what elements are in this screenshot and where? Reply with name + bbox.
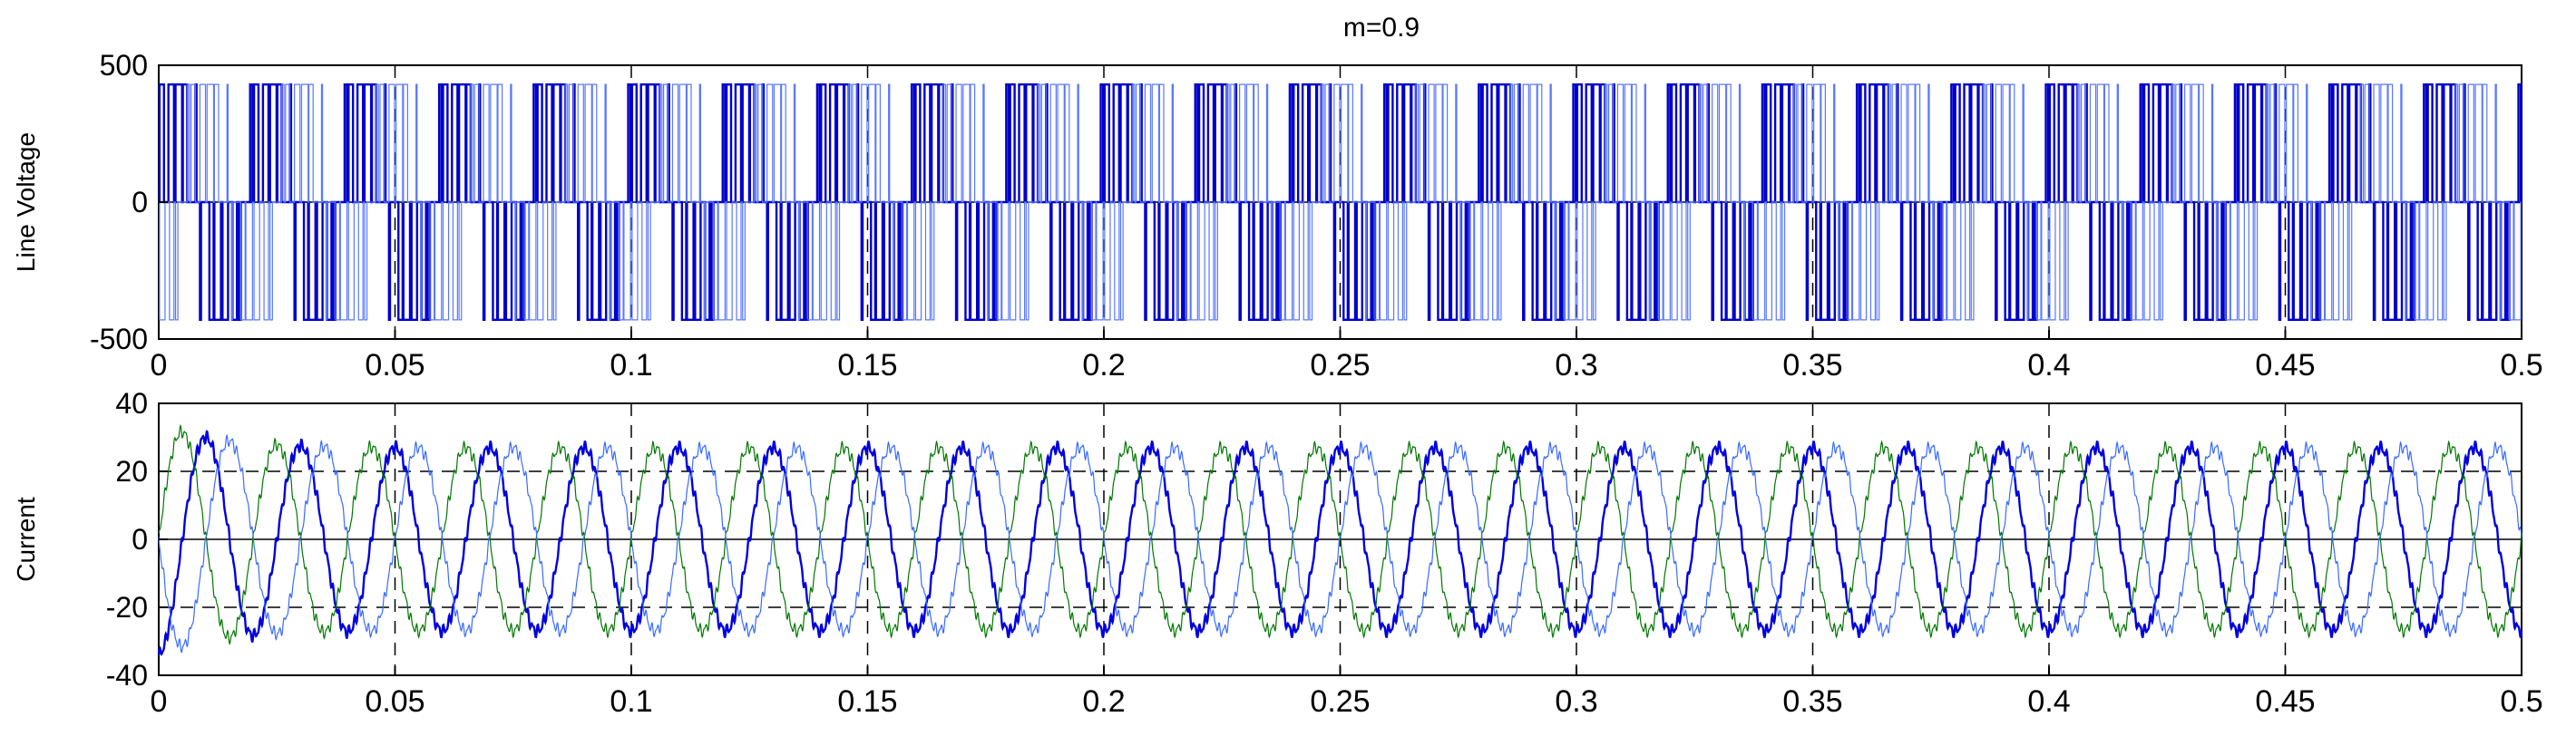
voltage-series-1-line [159,83,2522,321]
current-x-tick-label: 0.35 [1782,684,1842,719]
current-plot: 0 0.05 0.1 0.15 0.2 0.25 0.3 0.35 0.4 0.45 0.5 -40… [12,387,2543,719]
voltage-x-tick-label: 0.25 [1310,348,1370,383]
current-x-tick-label: 0.3 [1555,684,1597,719]
current-x-tick-label: 0.05 [365,684,424,719]
current-series-2-line [158,433,2522,654]
current-y-tick-label: -40 [106,659,148,692]
voltage-x-tick-label: 0.5 [2500,348,2542,383]
current-y-axis: -40 -20 0 20 40 [106,387,168,692]
current-series-0-line [157,430,2523,656]
voltage-x-axis: 0 0.05 0.1 0.15 0.2 0.25 0.3 0.35 0.4 0.45 0.5 [151,330,2543,383]
voltage-y-tick-label: -500 [90,323,148,355]
current-y-tick-label: -20 [106,591,148,624]
voltage-x-tick-label: 0.3 [1555,348,1597,383]
voltage-series-group [158,82,2522,322]
voltage-x-tick-label: 0.15 [837,348,897,383]
voltage-x-tick-label: 0 [151,348,168,383]
voltage-x-tick-label: 0.45 [2255,348,2315,383]
current-x-tick-label: 0.1 [610,684,652,719]
voltage-x-tick-label: 0.1 [610,348,652,383]
voltage-y-axis: -500 0 500 [90,49,168,355]
current-x-tick-label: 0.45 [2255,684,2315,719]
current-y-tick-label: 20 [115,455,148,488]
current-y-tick-label: 0 [132,523,148,556]
voltage-x-tick-label: 0.35 [1782,348,1842,383]
current-x-tick-label: 0.25 [1310,684,1370,719]
current-series-group [157,423,2523,656]
voltage-x-tick-label: 0.4 [2027,348,2070,383]
current-x-tick-label: 0 [151,684,168,719]
current-x-tick-label: 0.4 [2027,684,2070,719]
voltage-y-tick-label: 0 [132,186,148,218]
figure-title: m=0.9 [1343,13,1420,43]
current-series-1-line [158,423,2522,645]
current-x-tick-label: 0.5 [2500,684,2542,719]
voltage-y-axis-label: Line Voltage [12,132,40,272]
current-x-tick-label: 0.2 [1082,684,1125,719]
current-y-tick-label: 40 [115,387,148,420]
voltage-y-tick-label: 500 [100,49,148,82]
voltage-x-tick-label: 0.2 [1082,348,1125,383]
voltage-x-tick-label: 0.05 [365,348,424,383]
current-x-axis: 0 0.05 0.1 0.15 0.2 0.25 0.3 0.35 0.4 0.45 0.5 [151,666,2543,719]
voltage-plot: 0 0.05 0.1 0.15 0.2 0.25 0.3 0.35 0.4 0.45 0.5 -50… [12,49,2543,383]
current-y-axis-label: Current [12,497,40,582]
current-x-tick-label: 0.15 [837,684,897,719]
